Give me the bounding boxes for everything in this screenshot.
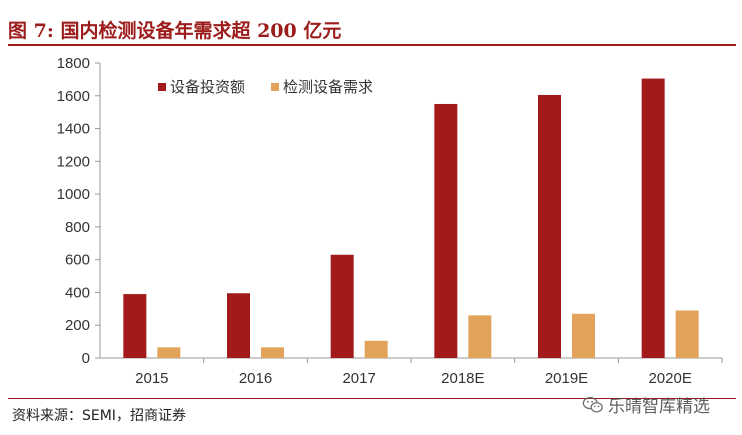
y-tick-label: 1400 bbox=[57, 121, 90, 138]
bar-equipment-investment bbox=[434, 103, 458, 358]
y-tick-label: 1600 bbox=[57, 88, 90, 105]
source-note: 资料来源：SEMI，招商证券 bbox=[12, 408, 186, 424]
bar-inspection-demand bbox=[468, 315, 492, 358]
y-tick-label: 600 bbox=[65, 252, 90, 269]
y-tick-label: 1000 bbox=[57, 186, 90, 203]
y-tick-label: 200 bbox=[65, 317, 90, 334]
bar-equipment-investment bbox=[538, 94, 561, 358]
bar-inspection-demand bbox=[261, 347, 284, 358]
bar-equipment-investment bbox=[330, 254, 354, 358]
title-divider bbox=[8, 44, 736, 46]
x-tick-label: 2015 bbox=[135, 370, 168, 387]
legend-label: 设备投资额 bbox=[170, 79, 245, 96]
y-tick-label: 0 bbox=[82, 350, 90, 367]
bar-equipment-investment bbox=[123, 294, 147, 358]
footer-divider bbox=[8, 398, 736, 399]
x-tick-label: 2020E bbox=[648, 370, 691, 387]
legend-swatch bbox=[271, 83, 279, 91]
bar-equipment-investment bbox=[227, 293, 250, 358]
bar-inspection-demand bbox=[157, 347, 181, 358]
bar-inspection-demand bbox=[675, 310, 699, 358]
watermark: 乐晴智库精选 bbox=[582, 392, 710, 417]
bar-inspection-demand bbox=[572, 313, 595, 358]
bar-equipment-investment bbox=[641, 78, 665, 358]
chart-title: 图 7: 国内检测设备年需求超 200 亿元 bbox=[8, 20, 342, 42]
x-tick-label: 2017 bbox=[342, 370, 375, 387]
x-tick-label: 2018E bbox=[441, 370, 484, 387]
y-tick-label: 1800 bbox=[57, 55, 90, 72]
wechat-icon bbox=[582, 396, 603, 413]
watermark-text: 乐晴智库精选 bbox=[608, 397, 710, 417]
legend-label: 检测设备需求 bbox=[283, 79, 373, 96]
y-tick-label: 800 bbox=[65, 219, 90, 236]
x-tick-label: 2019E bbox=[545, 370, 588, 387]
bar-chart: 0 200 400 600 800 1000 1200 1400 1600 1800 2015 201… bbox=[57, 55, 723, 387]
legend-swatch bbox=[158, 83, 166, 91]
x-tick-label: 2016 bbox=[239, 370, 272, 387]
y-tick-label: 1200 bbox=[57, 153, 90, 170]
y-tick-label: 400 bbox=[65, 284, 90, 301]
bar-inspection-demand bbox=[364, 340, 388, 358]
